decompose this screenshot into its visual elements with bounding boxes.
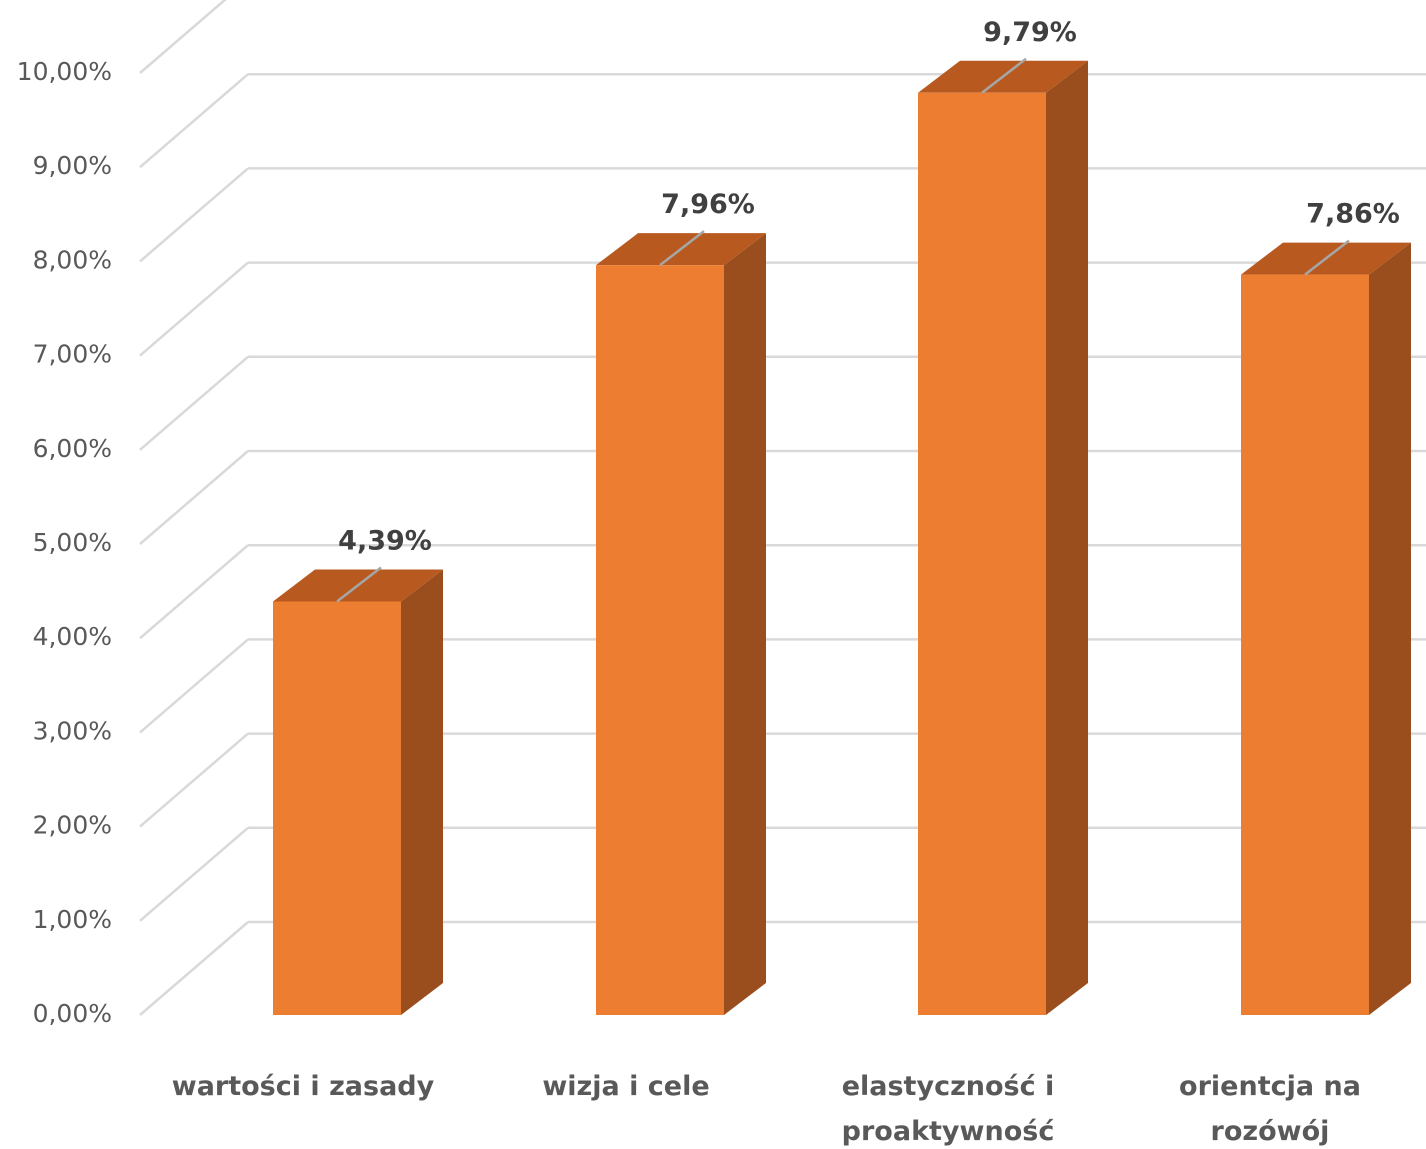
gridline-diagonal <box>139 638 249 734</box>
bar-side-face <box>1046 60 1088 1016</box>
data-label: 7,96% <box>661 189 755 220</box>
gridline <box>139 355 1426 451</box>
gridline <box>139 638 1426 734</box>
gridline <box>139 261 1426 357</box>
x-category-label: wizja i cele <box>542 1071 709 1102</box>
y-tick-label: 8,00% <box>33 245 112 274</box>
gridline <box>139 543 1426 640</box>
bar <box>596 233 766 1016</box>
gridline-diagonal <box>139 450 249 545</box>
x-category-label: wartości i zasady <box>172 1071 435 1102</box>
bar-side-face <box>401 569 443 1015</box>
bar-side-face <box>1369 242 1411 1015</box>
y-tick-label: 6,00% <box>33 434 112 463</box>
y-tick-label: 3,00% <box>33 716 112 745</box>
x-category-label: orientcja na rozówój <box>1179 1071 1361 1147</box>
gridline-diagonal <box>139 261 249 357</box>
gridline <box>139 826 1426 922</box>
gridline-diagonal <box>139 921 249 1016</box>
bar-front-face <box>918 92 1046 1016</box>
y-axis-tick-labels: 0,00% 1,00% 2,00% 3,00% 4,00% 5,00% 6,00% 7,00%… <box>17 57 112 1028</box>
gridline-diagonal <box>139 732 249 828</box>
bar-front-face <box>273 601 401 1015</box>
data-label: 9,79% <box>983 17 1077 48</box>
x-axis-category-labels: wartości i zasady wizja i cele elastycznoś… <box>172 1071 1361 1147</box>
y-tick-label: 4,00% <box>33 622 112 651</box>
gridline-diagonal <box>139 167 249 263</box>
bar-front-face <box>596 265 724 1016</box>
bar-front-face <box>1241 274 1369 1015</box>
gridline <box>139 0 227 74</box>
data-label-leader <box>336 566 382 603</box>
data-label-leader <box>981 57 1027 94</box>
gridline-diagonal <box>139 544 249 640</box>
y-tick-label: 10,00% <box>17 57 112 86</box>
data-label: 7,86% <box>1306 199 1400 230</box>
bar-side-face <box>724 233 766 1016</box>
data-labels: 4,39% 7,96% 9,79% 7,86% <box>336 17 1400 603</box>
bars <box>273 60 1411 1016</box>
x-category-label: elastyczność i proaktywność <box>842 1071 1055 1147</box>
gridline <box>139 732 1426 828</box>
gridlines <box>139 0 1426 1016</box>
gridline <box>139 72 1426 169</box>
bar <box>273 569 443 1015</box>
gridline-diagonal <box>139 826 249 922</box>
gridline <box>139 449 1426 545</box>
y-tick-label: 1,00% <box>33 905 112 934</box>
data-label-leader <box>1304 239 1350 276</box>
y-tick-label: 5,00% <box>33 528 112 557</box>
y-tick-label: 2,00% <box>33 811 112 840</box>
gridline-diagonal <box>139 0 227 74</box>
gridline-diagonal <box>139 355 249 451</box>
gridline <box>139 167 1426 263</box>
gridline-diagonal <box>139 73 249 169</box>
bar <box>1241 242 1411 1015</box>
y-tick-label: 9,00% <box>33 151 112 180</box>
data-label-leader <box>659 230 705 267</box>
data-label: 4,39% <box>338 525 432 556</box>
bar <box>918 60 1088 1016</box>
y-tick-label: 7,00% <box>33 340 112 369</box>
y-tick-label: 0,00% <box>33 999 112 1028</box>
gridline <box>139 920 1426 1016</box>
